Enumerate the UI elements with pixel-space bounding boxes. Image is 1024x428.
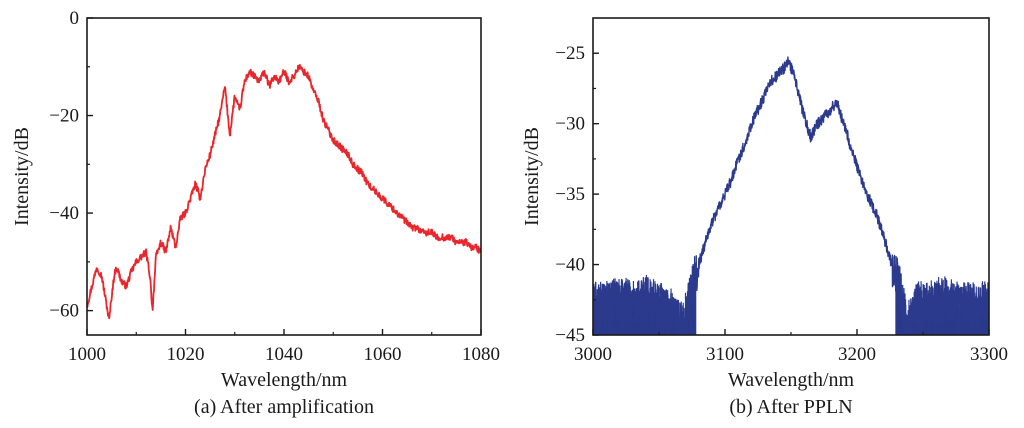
- panel-b-chart: 3000 3100 3200 3300 −25 −30 −35 −40 −45 Wavelengt…: [521, 17, 1008, 418]
- panel-b-series-line: [593, 56, 989, 335]
- panel-b-caption: (b) After PPLN: [729, 396, 852, 418]
- panel-a-x-tick-label: 1060: [364, 344, 402, 365]
- panel-a-chart: 1000 1020 1040 1060 1080 0 −20 −40 −60 Wavelength…: [11, 8, 500, 418]
- panel-b-x-axis-label: Wavelength/nm: [728, 369, 855, 391]
- panel-a-caption: (a) After amplification: [194, 396, 374, 418]
- panel-a-x-axis-label: Wavelength/nm: [221, 369, 348, 391]
- panel-b-x-tick-label: 3000: [574, 344, 612, 365]
- panel-b-y-axis-label: Intensity/dB: [521, 127, 543, 226]
- panel-a-frame: [86, 17, 482, 336]
- panel-a-x-tick-label: 1000: [68, 344, 106, 365]
- panel-b-x-tick-label: 3300: [970, 344, 1008, 365]
- panel-b-y-tick-label: −35: [555, 184, 585, 205]
- panel-a-series-line: [87, 63, 481, 320]
- panel-a-y-tick-label: −40: [49, 203, 79, 224]
- panel-b-x-tick-label: 3200: [838, 344, 876, 365]
- panel-a-x-tick-label: 1080: [462, 344, 500, 365]
- panel-a-y-axis-label: Intensity/dB: [11, 127, 33, 226]
- panel-b-y-tick-label: −25: [555, 43, 585, 64]
- panel-b-y-tick-label: −30: [555, 114, 585, 135]
- panel-a-plot-area: [87, 63, 481, 320]
- panel-b-x-tick-label: 3100: [706, 344, 744, 365]
- panel-a-y-tick-label: −20: [49, 106, 79, 127]
- panel-b-y-tick-label: −45: [555, 325, 585, 346]
- panel-a-x-tick-label: 1040: [265, 344, 303, 365]
- panel-b-plot-area: [593, 56, 989, 335]
- panel-b-y-tick-label: −40: [555, 255, 585, 276]
- panel-a-y-tick-label: −60: [49, 301, 79, 322]
- panel-a-x-tick-label: 1020: [167, 344, 205, 365]
- panel-a-y-tick-label: 0: [70, 8, 80, 29]
